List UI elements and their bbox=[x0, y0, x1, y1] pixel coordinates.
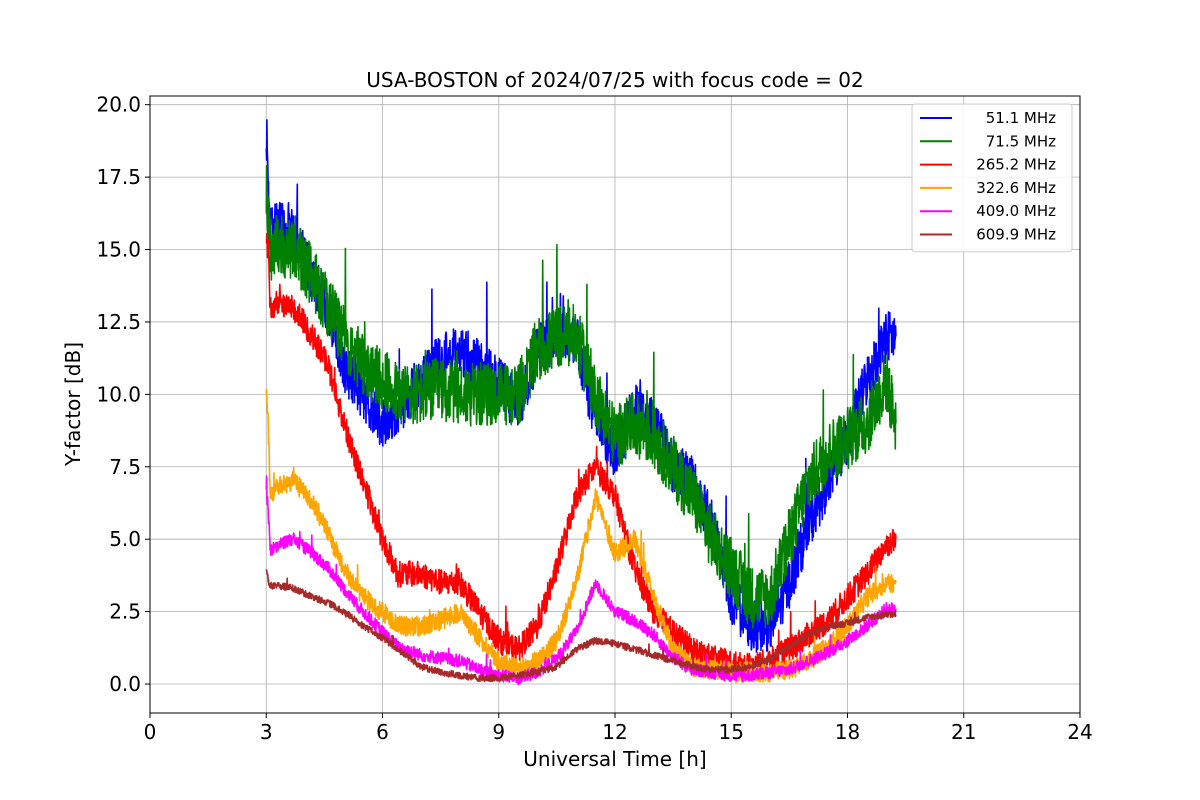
y-tick-label: 17.5 bbox=[96, 165, 141, 189]
x-tick-label: 0 bbox=[144, 720, 157, 744]
x-axis: 0 3 6 9 12 15 18 21 24 bbox=[144, 713, 1093, 744]
y-axis: 0.0 2.5 5.0 7.5 10.0 12.5 15.0 17.5 20.0 bbox=[96, 93, 150, 696]
y-tick-label: 5.0 bbox=[109, 527, 141, 551]
x-tick-label: 15 bbox=[719, 720, 744, 744]
y-tick-label: 0.0 bbox=[109, 672, 141, 696]
y-tick-label: 7.5 bbox=[109, 455, 141, 479]
x-tick-label: 3 bbox=[260, 720, 273, 744]
legend: 51.1 MHz 71.5 MHz 265.2 MHz 322.6 MHz 409.0 … bbox=[911, 103, 1073, 253]
legend-label: 609.9 MHz bbox=[976, 226, 1056, 244]
x-tick-label: 12 bbox=[602, 720, 627, 744]
y-tick-label: 2.5 bbox=[109, 600, 141, 624]
series-line-1 bbox=[265, 165, 897, 629]
series-line-5 bbox=[265, 569, 897, 683]
series-line-4 bbox=[265, 475, 897, 686]
x-tick-label: 18 bbox=[835, 720, 860, 744]
x-tick-label: 21 bbox=[951, 720, 976, 744]
legend-label: 265.2 MHz bbox=[976, 156, 1056, 174]
x-tick-label: 6 bbox=[376, 720, 389, 744]
x-axis-label: Universal Time [h] bbox=[523, 747, 706, 771]
series-line-3 bbox=[265, 388, 897, 684]
x-tick-label: 24 bbox=[1067, 720, 1092, 744]
legend-label: 322.6 MHz bbox=[976, 179, 1056, 197]
series-layer bbox=[265, 119, 897, 686]
legend-label: 71.5 MHz bbox=[986, 132, 1056, 150]
y-tick-label: 12.5 bbox=[96, 310, 141, 334]
legend-label: 409.0 MHz bbox=[976, 202, 1056, 220]
y-tick-label: 10.0 bbox=[96, 382, 141, 406]
y-axis-label: Y-factor [dB] bbox=[61, 342, 85, 467]
chart-title: USA-BOSTON of 2024/07/25 with focus code… bbox=[366, 68, 863, 92]
x-tick-label: 9 bbox=[492, 720, 505, 744]
y-tick-label: 15.0 bbox=[96, 238, 141, 262]
legend-label: 51.1 MHz bbox=[986, 109, 1056, 127]
y-tick-label: 20.0 bbox=[96, 93, 141, 117]
